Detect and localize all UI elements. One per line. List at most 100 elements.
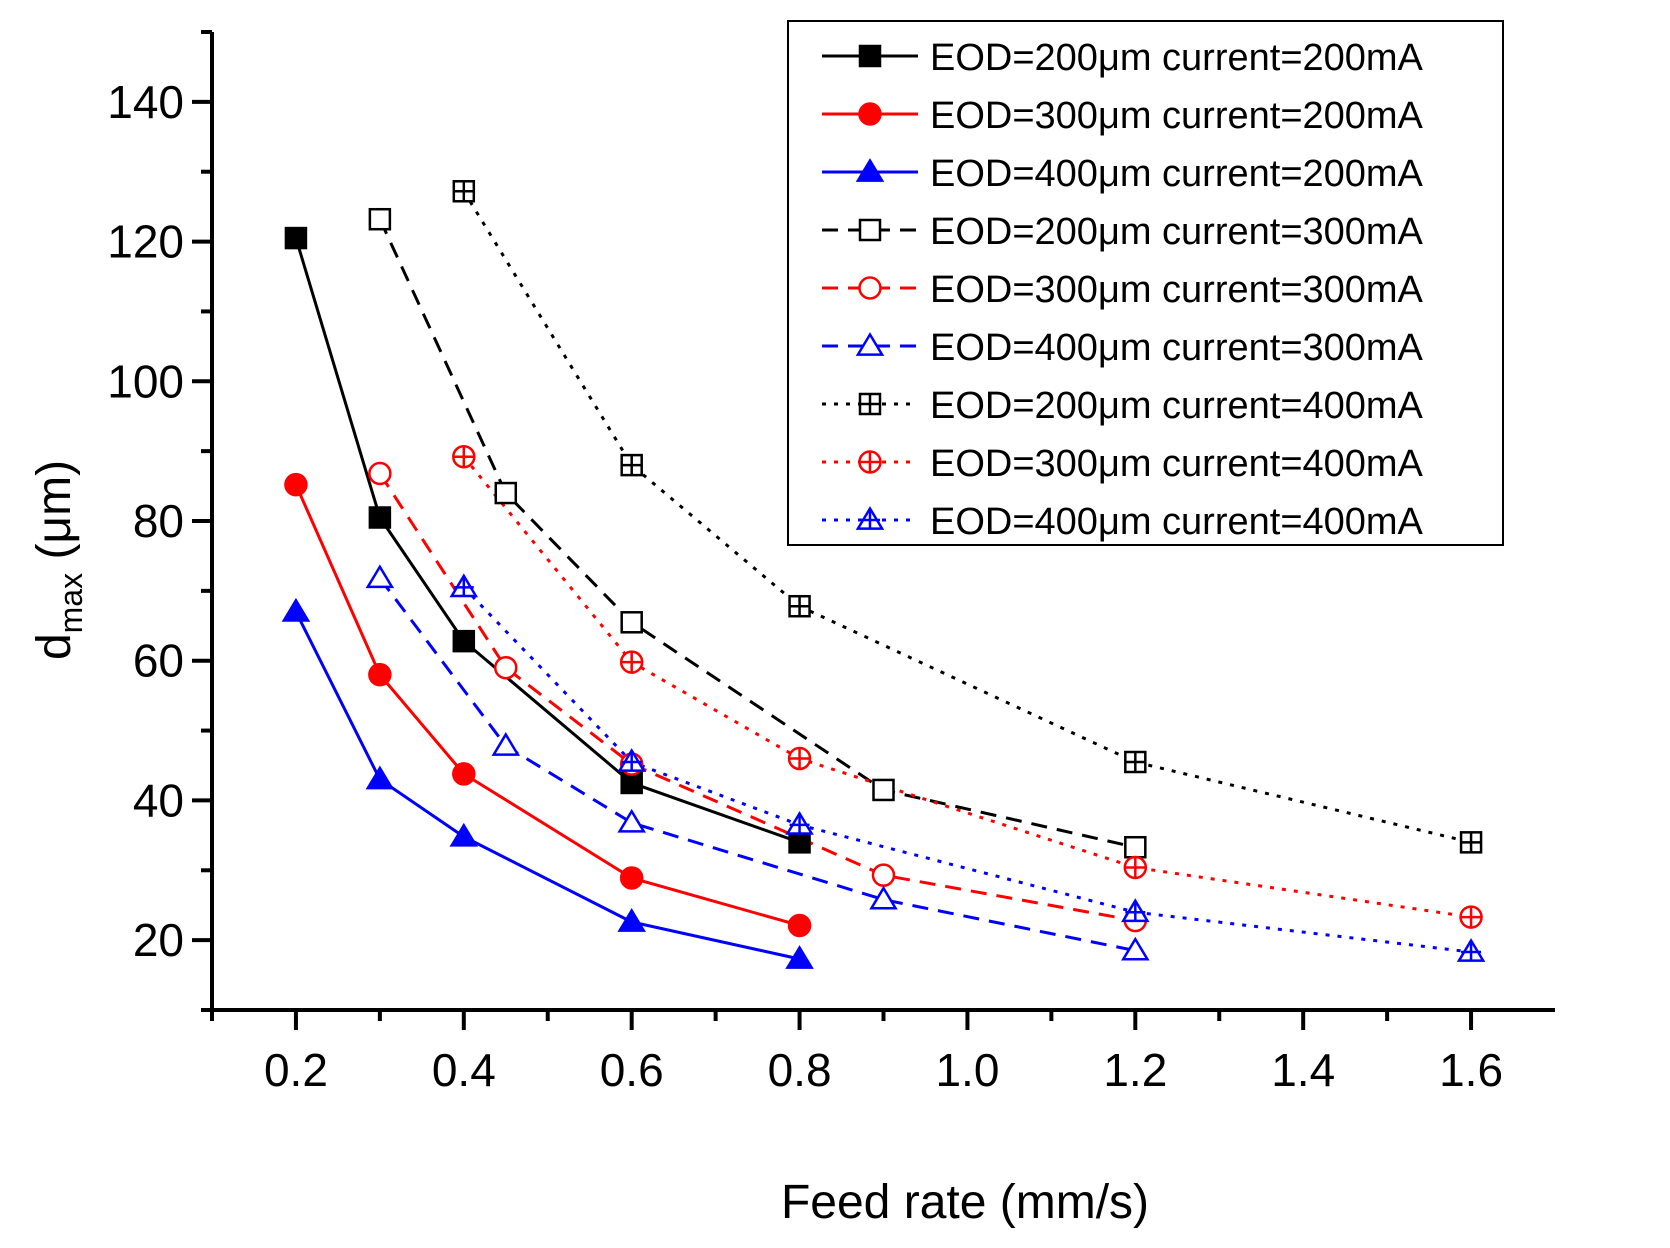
data-point-s3-1-shape bbox=[281, 597, 311, 622]
legend-marker bbox=[858, 450, 882, 474]
legend-entry-6: EOD=400μm current=300mA bbox=[822, 327, 1424, 369]
data-point-s4-1 bbox=[368, 207, 392, 231]
legend-marker bbox=[855, 506, 885, 530]
y-axis-title-unit: (μm) bbox=[28, 460, 81, 573]
x-tick-label: 0.4 bbox=[432, 1044, 496, 1096]
legend-marker-shape bbox=[858, 102, 882, 126]
legend-entry-9: EOD=400μm current=400mA bbox=[822, 501, 1424, 543]
axes: 0.2 0.4 0.6 0.8 1.0 1.2 1.4 1.6 20 40 60 80 100 120 14… bbox=[107, 30, 1555, 1096]
data-point-s6-2 bbox=[491, 732, 521, 756]
data-point-s3-3 bbox=[449, 822, 479, 847]
y-axis-title: dmax (μm) bbox=[28, 460, 89, 660]
data-point-s6-1-shape bbox=[365, 564, 395, 589]
data-point-s7-1 bbox=[452, 180, 476, 203]
data-point-s6-3 bbox=[617, 808, 646, 833]
legend-box bbox=[787, 20, 1504, 546]
legend-marker bbox=[858, 102, 882, 126]
data-point-s1-4-shape bbox=[620, 771, 643, 795]
y-tick-label: 140 bbox=[107, 76, 184, 128]
data-point-s4-3-shape bbox=[620, 611, 643, 634]
x-tick-label: 1.4 bbox=[1271, 1044, 1335, 1096]
legend-label: EOD=300μm current=400mA bbox=[930, 443, 1424, 485]
data-point-s2-5-shape bbox=[787, 913, 812, 938]
legend-label: EOD=200μm current=400mA bbox=[930, 385, 1424, 427]
y-tick-label: 20 bbox=[133, 914, 184, 966]
y-tick-label: 120 bbox=[107, 216, 184, 268]
legend-marker-shape bbox=[858, 44, 882, 68]
data-point-s8-5 bbox=[1459, 905, 1483, 929]
legend-marker-shape bbox=[858, 218, 882, 242]
data-point-s3-2 bbox=[365, 765, 395, 790]
legend-marker bbox=[855, 158, 885, 182]
data-point-s7-3 bbox=[788, 594, 811, 618]
y-tick-label: 80 bbox=[133, 495, 184, 547]
legend-marker-shape bbox=[855, 332, 885, 356]
legend-label: EOD=300μm current=300mA bbox=[930, 269, 1424, 311]
data-point-s8-1 bbox=[452, 444, 476, 469]
x-tick-label: 1.2 bbox=[1103, 1044, 1167, 1096]
data-point-s7-4 bbox=[1124, 750, 1147, 774]
data-point-s3-3-shape bbox=[449, 822, 479, 847]
series-layer bbox=[281, 180, 1486, 969]
data-point-s5-1 bbox=[368, 461, 392, 486]
data-point-s8-2 bbox=[619, 650, 644, 674]
legend-label: EOD=200μm current=200mA bbox=[930, 37, 1424, 79]
series-line-2 bbox=[294, 484, 800, 927]
x-tick-label: 1.0 bbox=[935, 1044, 999, 1096]
data-point-s2-1 bbox=[284, 472, 308, 497]
legend-marker bbox=[858, 218, 882, 242]
data-point-s2-2-shape bbox=[368, 662, 392, 687]
legend-entry-5: EOD=300μm current=300mA bbox=[822, 269, 1424, 311]
x-tick-label: 0.6 bbox=[600, 1044, 664, 1096]
data-point-s7-5 bbox=[1459, 831, 1483, 854]
data-point-s7-2 bbox=[620, 453, 643, 477]
data-point-s4-4 bbox=[872, 778, 895, 802]
series-line-1 bbox=[294, 237, 801, 844]
data-point-s2-3-shape bbox=[452, 762, 476, 786]
data-point-s3-4-shape bbox=[617, 908, 646, 932]
data-point-s1-5 bbox=[788, 831, 811, 854]
legend: EOD=200μm current=200mA EOD=300μm current… bbox=[787, 20, 1504, 546]
data-point-s2-4 bbox=[619, 866, 644, 890]
data-point-s9-1 bbox=[449, 573, 479, 598]
data-point-s3-1 bbox=[281, 597, 311, 622]
data-point-s4-2-shape bbox=[494, 481, 518, 505]
data-point-s8-4 bbox=[1123, 855, 1148, 880]
legend-label: EOD=400μm current=300mA bbox=[930, 327, 1424, 369]
legend-marker bbox=[858, 392, 882, 416]
data-point-s5-2-shape bbox=[494, 655, 518, 680]
data-point-s5-4 bbox=[871, 863, 896, 887]
legend-entry-4: EOD=200μm current=300mA bbox=[822, 211, 1424, 253]
data-point-s6-4-shape bbox=[869, 885, 898, 910]
data-point-s8-3 bbox=[787, 746, 812, 771]
data-point-s3-5 bbox=[785, 945, 814, 969]
data-point-s2-3 bbox=[452, 762, 476, 786]
data-point-s3-4 bbox=[617, 908, 646, 932]
data-point-s6-3-shape bbox=[617, 808, 646, 833]
data-point-s3-2-shape bbox=[365, 765, 395, 790]
data-point-s2-5 bbox=[787, 913, 812, 938]
legend-label: EOD=400μm current=200mA bbox=[930, 153, 1424, 195]
legend-marker-shape bbox=[858, 276, 882, 300]
data-point-s1-5-shape bbox=[788, 831, 811, 854]
legend-entry-8: EOD=300μm current=400mA bbox=[822, 443, 1424, 485]
data-point-s2-1-shape bbox=[284, 472, 308, 497]
data-point-s4-4-shape bbox=[872, 778, 895, 802]
data-point-s4-1-shape bbox=[368, 207, 392, 231]
data-point-s4-3 bbox=[620, 611, 643, 634]
y-tick-label: 100 bbox=[107, 355, 184, 407]
series-line-6 bbox=[378, 577, 1136, 953]
data-point-s6-1 bbox=[365, 564, 395, 589]
data-point-s1-2 bbox=[368, 506, 392, 529]
data-point-s1-3 bbox=[452, 629, 476, 653]
y-axis-title-subscript: max bbox=[53, 573, 89, 633]
data-point-s6-2-shape bbox=[491, 732, 521, 756]
x-tick-label: 0.8 bbox=[768, 1044, 832, 1096]
data-point-s1-2-shape bbox=[368, 506, 392, 529]
legend-entry-2: EOD=300μm current=200mA bbox=[822, 95, 1424, 137]
data-point-s5-1-shape bbox=[368, 461, 392, 486]
data-point-s6-5-shape bbox=[1121, 936, 1150, 961]
data-point-s6-4 bbox=[869, 885, 898, 910]
